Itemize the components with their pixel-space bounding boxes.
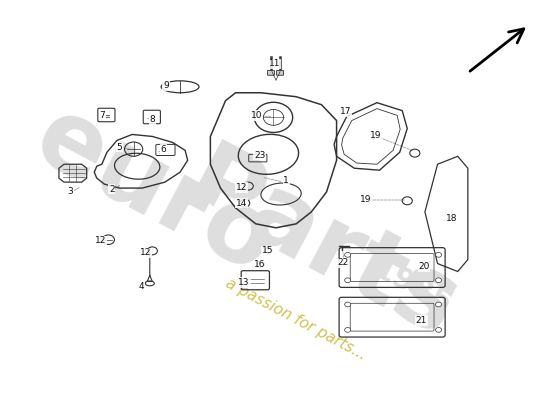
Circle shape <box>436 328 442 332</box>
Text: 12: 12 <box>236 183 248 192</box>
Text: 20: 20 <box>418 262 430 271</box>
FancyBboxPatch shape <box>267 70 274 75</box>
Text: 9: 9 <box>163 81 169 90</box>
Circle shape <box>345 252 351 257</box>
Text: 6: 6 <box>161 145 166 154</box>
Text: euro: euro <box>19 89 291 295</box>
Text: 21: 21 <box>416 316 427 325</box>
Text: Parts: Parts <box>168 136 474 360</box>
Text: 8: 8 <box>150 115 155 124</box>
Text: 1: 1 <box>283 176 289 186</box>
Circle shape <box>436 278 442 283</box>
Circle shape <box>345 328 351 332</box>
Circle shape <box>345 278 351 283</box>
Circle shape <box>436 252 442 257</box>
Text: 4: 4 <box>139 282 144 291</box>
Text: 19: 19 <box>370 131 382 140</box>
Text: 11: 11 <box>269 59 280 68</box>
Text: 10: 10 <box>251 111 262 120</box>
Text: 14: 14 <box>236 199 248 208</box>
Text: 15: 15 <box>262 246 273 255</box>
Circle shape <box>436 302 442 307</box>
Text: 16: 16 <box>254 260 265 269</box>
Text: 22: 22 <box>338 258 349 267</box>
Text: 12: 12 <box>95 236 106 246</box>
Circle shape <box>257 262 265 267</box>
Text: 2: 2 <box>109 185 115 194</box>
FancyBboxPatch shape <box>277 70 284 75</box>
Text: 17: 17 <box>340 107 351 116</box>
Circle shape <box>345 302 351 307</box>
Text: 1985: 1985 <box>368 255 456 320</box>
Text: 23: 23 <box>254 151 266 160</box>
Text: 13: 13 <box>239 278 250 287</box>
Text: 3: 3 <box>68 187 73 196</box>
Text: 18: 18 <box>446 214 458 223</box>
Text: 12: 12 <box>140 248 151 257</box>
Text: 5: 5 <box>117 143 123 152</box>
Text: a passion for parts...: a passion for parts... <box>223 276 369 363</box>
Circle shape <box>265 248 272 253</box>
Text: 7: 7 <box>100 111 105 120</box>
Text: 19: 19 <box>360 195 371 204</box>
